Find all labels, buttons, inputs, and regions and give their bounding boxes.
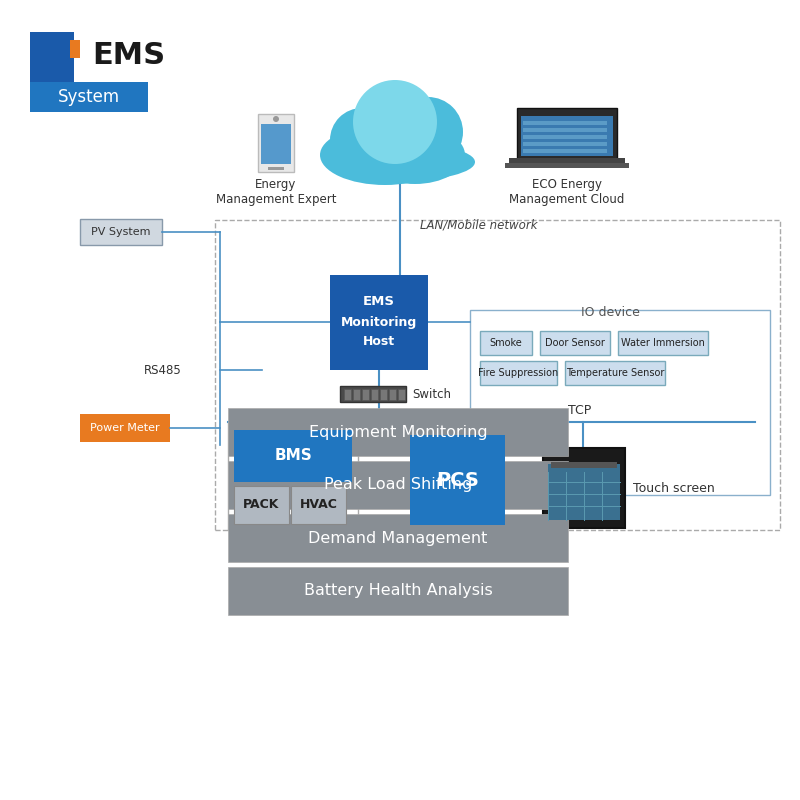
Bar: [291, 486, 346, 524]
Bar: [523, 149, 607, 153]
Bar: [389, 389, 396, 400]
Bar: [523, 142, 607, 146]
Bar: [505, 163, 629, 168]
Bar: [523, 135, 607, 139]
Bar: [30, 32, 74, 82]
Text: Water Immersion: Water Immersion: [621, 338, 705, 348]
Bar: [618, 331, 708, 355]
Bar: [362, 389, 369, 400]
Bar: [215, 220, 780, 530]
Bar: [340, 386, 406, 402]
Bar: [521, 116, 613, 156]
Circle shape: [353, 80, 437, 164]
Ellipse shape: [320, 125, 450, 185]
Text: System: System: [58, 88, 120, 106]
Bar: [380, 389, 387, 400]
Text: IO device: IO device: [581, 306, 639, 318]
Text: Temperature Sensor: Temperature Sensor: [566, 368, 664, 378]
Text: PACK: PACK: [243, 498, 280, 511]
Bar: [480, 361, 557, 385]
Bar: [330, 275, 428, 370]
Bar: [548, 464, 620, 520]
Text: HVAC: HVAC: [299, 498, 338, 511]
Bar: [353, 389, 360, 400]
Text: Fire Suppression: Fire Suppression: [478, 368, 558, 378]
Bar: [228, 567, 568, 615]
Circle shape: [330, 108, 394, 172]
Bar: [523, 121, 607, 125]
Bar: [234, 486, 289, 524]
Bar: [565, 361, 665, 385]
Bar: [410, 435, 505, 525]
Bar: [261, 124, 291, 164]
Bar: [470, 310, 770, 495]
Text: TCP: TCP: [568, 403, 592, 417]
Bar: [228, 461, 568, 509]
Bar: [80, 219, 162, 245]
Bar: [30, 82, 148, 112]
Bar: [228, 422, 358, 530]
Text: LAN/Mobile network: LAN/Mobile network: [420, 218, 538, 231]
Ellipse shape: [365, 126, 465, 184]
Text: Peak Load Shifting: Peak Load Shifting: [324, 478, 472, 493]
Bar: [517, 108, 617, 160]
Bar: [70, 40, 80, 58]
Text: RS485: RS485: [144, 363, 182, 377]
Ellipse shape: [325, 143, 475, 181]
Text: Host: Host: [363, 335, 395, 348]
Text: EMS: EMS: [92, 42, 165, 70]
Text: Demand Management: Demand Management: [308, 530, 488, 546]
Bar: [371, 389, 378, 400]
Text: PV System: PV System: [91, 227, 150, 237]
Text: Equipment Monitoring: Equipment Monitoring: [309, 425, 487, 439]
Bar: [523, 128, 607, 132]
Text: Monitoring: Monitoring: [341, 316, 417, 329]
Circle shape: [273, 116, 279, 122]
Bar: [509, 158, 625, 165]
Text: Door Sensor: Door Sensor: [545, 338, 605, 348]
Bar: [551, 462, 617, 468]
Text: PCS: PCS: [436, 470, 479, 490]
Text: EMS: EMS: [363, 295, 395, 308]
Bar: [540, 331, 610, 355]
Bar: [234, 430, 352, 482]
Circle shape: [393, 97, 463, 167]
Text: BMS: BMS: [274, 447, 312, 462]
Bar: [480, 331, 532, 355]
Bar: [398, 389, 405, 400]
Text: Energy
Management Expert: Energy Management Expert: [216, 178, 336, 206]
Bar: [543, 448, 625, 528]
Text: Battery Health Analysis: Battery Health Analysis: [304, 583, 492, 598]
Text: ECO Energy
Management Cloud: ECO Energy Management Cloud: [510, 178, 625, 206]
Bar: [344, 389, 351, 400]
Bar: [80, 414, 170, 442]
Text: Smoke: Smoke: [490, 338, 522, 348]
Bar: [228, 408, 568, 456]
Text: Power Meter: Power Meter: [90, 423, 160, 433]
Bar: [268, 167, 284, 170]
Bar: [258, 114, 294, 172]
Text: Switch: Switch: [412, 387, 451, 401]
Text: Touch screen: Touch screen: [633, 482, 714, 494]
Bar: [228, 514, 568, 562]
